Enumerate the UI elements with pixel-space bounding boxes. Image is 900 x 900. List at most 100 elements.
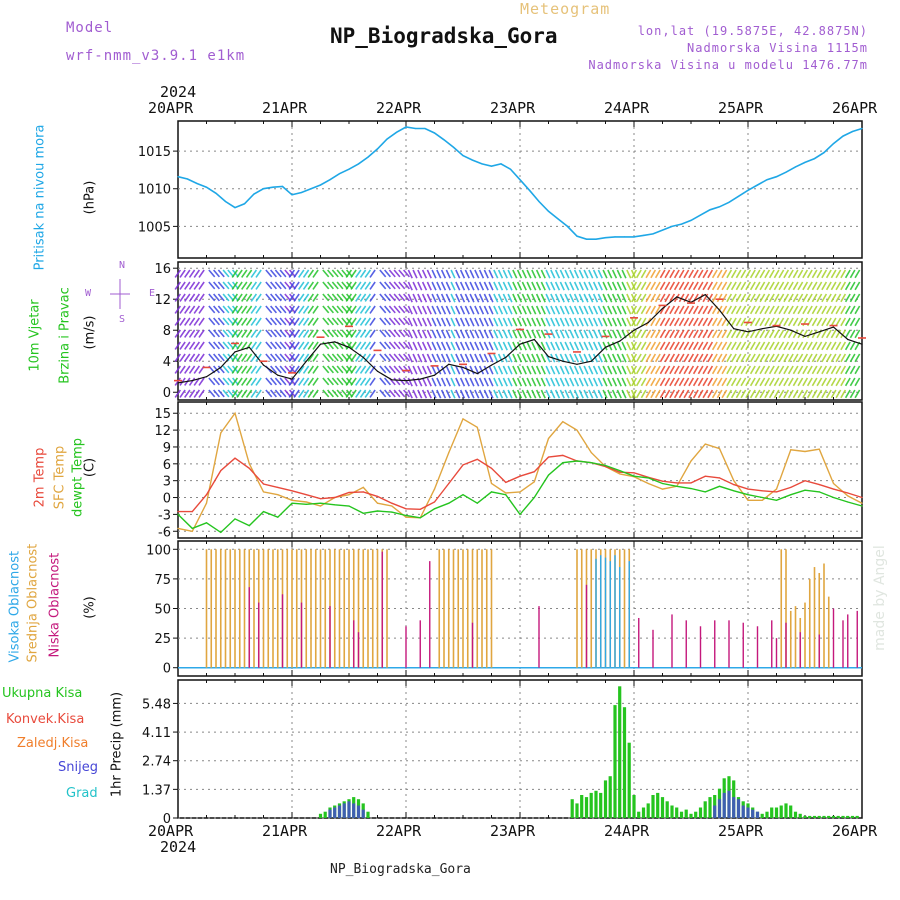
wind-speed-line-point	[248, 346, 250, 348]
wind-barb	[840, 281, 847, 291]
wind-barb	[421, 269, 428, 279]
wind-barb	[403, 329, 411, 338]
wind-barb	[721, 365, 728, 375]
wind-barb	[488, 281, 494, 291]
wind-barb	[635, 329, 642, 339]
wind-barb	[611, 365, 618, 375]
wind-barb	[550, 317, 556, 327]
wind-barb	[213, 329, 221, 338]
wind-barb	[213, 377, 221, 386]
wind-barb	[735, 353, 742, 363]
wind-speed-line-point	[462, 366, 464, 368]
wind-barb	[688, 293, 695, 303]
wind-barb	[459, 377, 466, 387]
wind-barb	[417, 365, 423, 375]
wind-barb	[721, 353, 728, 363]
wind-barb	[274, 305, 282, 314]
temp2m-line-point	[661, 480, 664, 482]
wind-barb	[707, 329, 714, 339]
wind-barb	[688, 365, 695, 375]
wind-barb	[592, 341, 599, 351]
wind-barb	[336, 269, 344, 278]
wind-barb	[531, 365, 537, 375]
temp2m-line-point	[733, 484, 735, 486]
wind-barb	[535, 389, 542, 399]
wind-barb	[631, 377, 638, 387]
wind-barb	[298, 353, 305, 362]
wind-barb	[213, 341, 221, 350]
sfc-temp-line-point	[790, 449, 792, 451]
wind-barb	[407, 293, 413, 303]
temp2m-line-point	[319, 498, 322, 500]
dewpt-line-point	[376, 510, 379, 512]
wind-barb	[635, 389, 642, 399]
dewpt-line-point	[433, 508, 436, 510]
wind-barb	[688, 329, 695, 339]
wind-barb	[213, 269, 221, 278]
wind-barb	[573, 281, 580, 291]
temp2m-line-point	[847, 492, 849, 494]
wind-barb	[583, 269, 589, 279]
wind-barb	[825, 353, 832, 363]
precip-bar	[361, 809, 365, 818]
wind-barb	[279, 293, 287, 302]
precip-bar	[698, 807, 703, 818]
wind-barb	[840, 329, 847, 339]
wind-barb	[445, 377, 451, 387]
wind-barb	[417, 353, 423, 363]
wind-barb	[488, 377, 494, 387]
wind-barb	[345, 281, 353, 290]
precip-bar	[613, 705, 617, 818]
precip-bar	[850, 815, 855, 818]
wind-barb	[407, 365, 413, 375]
wind-barb	[421, 329, 428, 339]
dewpt-line-point	[847, 501, 849, 503]
wind-barb	[611, 293, 618, 303]
wind-barb	[783, 329, 790, 339]
wind-barb	[830, 317, 837, 327]
wind-barb	[844, 293, 851, 303]
wind-barb	[478, 305, 485, 315]
wind-barb	[488, 317, 494, 327]
wind-barb	[726, 365, 733, 375]
wind-barb	[516, 353, 523, 363]
precip-bar	[689, 813, 693, 818]
wind-barb	[350, 269, 357, 278]
wind-barb	[664, 341, 671, 351]
wind-barb	[825, 281, 832, 291]
wind-barb	[359, 329, 367, 338]
temp2m-line-point	[562, 454, 564, 456]
wind-barb	[369, 389, 376, 398]
wind-barb	[488, 365, 494, 375]
wind-speed-line-point	[277, 374, 279, 376]
wind-barb	[764, 269, 771, 279]
dewpt-line-point	[590, 462, 592, 464]
wind-barb	[336, 377, 344, 386]
wind-barb	[797, 365, 804, 375]
wind-barb	[174, 317, 182, 326]
wind-barb	[507, 317, 513, 327]
wind-barb	[488, 353, 494, 363]
wind-barb	[474, 353, 480, 363]
wind-barb	[245, 269, 253, 278]
wind-barb	[502, 293, 508, 303]
dewpt-line-point	[177, 513, 179, 516]
wind-barb	[331, 305, 339, 314]
wind-barb	[588, 341, 594, 351]
precip-bar	[798, 813, 802, 818]
wind-barb	[336, 389, 344, 398]
temp2m-line-point	[433, 501, 436, 503]
wind-barb	[673, 281, 680, 291]
wind-barb	[369, 281, 376, 290]
wind-barb	[507, 293, 513, 303]
wind-barb	[573, 317, 580, 327]
wind-barb	[379, 317, 387, 326]
sfc-temp-line-point	[832, 482, 835, 485]
wind-barb	[174, 329, 182, 338]
y-tick-label: 0	[163, 386, 171, 401]
y-tick-label: 4	[163, 355, 171, 370]
wind-barb	[193, 281, 201, 290]
wind-barb	[388, 305, 396, 314]
wind-barb	[245, 305, 253, 314]
